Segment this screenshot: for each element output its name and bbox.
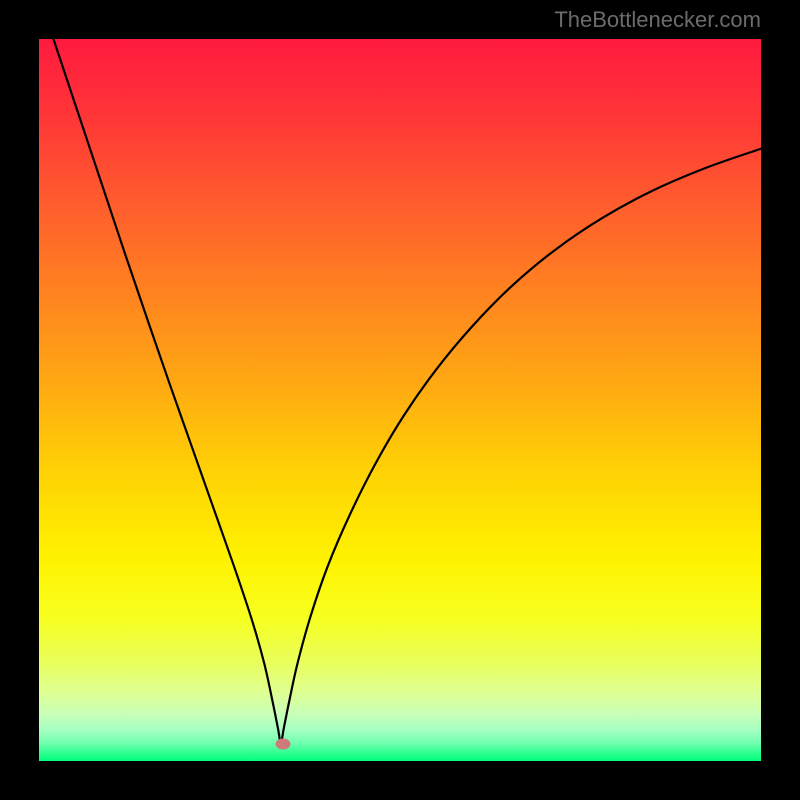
curve-path <box>39 39 761 743</box>
plot-area <box>39 39 761 761</box>
chart-frame: TheBottlenecker.com <box>0 0 800 800</box>
optimal-point-marker <box>276 739 291 750</box>
bottleneck-curve <box>39 39 761 761</box>
watermark-text: TheBottlenecker.com <box>554 7 761 33</box>
